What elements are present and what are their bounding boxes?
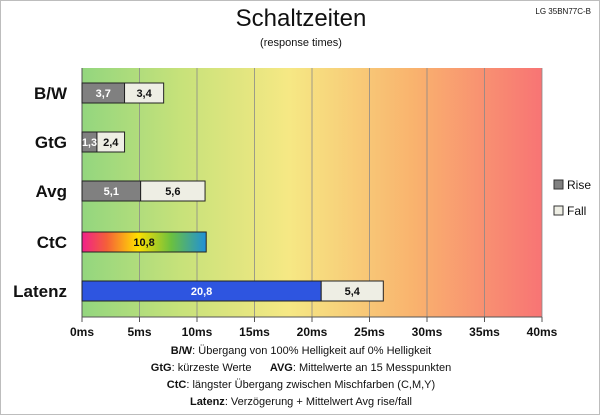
data-label-ctc: 10,8 xyxy=(133,237,154,249)
note-ctc: CtC: längster Übergang zwischen Mischfar… xyxy=(1,379,600,391)
category-label: B/W xyxy=(34,84,68,103)
note-latenz-text: : Verzögerung + Mittelwert Avg rise/fall xyxy=(224,396,413,408)
category-label: CtC xyxy=(37,233,67,252)
legend-label: Fall xyxy=(567,204,586,218)
bar-latenz-fall xyxy=(320,280,384,302)
note-gtg-avg: GtG: kürzeste Werte AVG: Mittelwerte an … xyxy=(1,362,600,374)
note-avg-text: : Mittelwerte an 15 Messpunkten xyxy=(292,362,452,374)
note-avg-key: AVG xyxy=(269,362,293,374)
legend-swatch xyxy=(553,179,564,190)
x-tick-label: 10ms xyxy=(182,325,213,339)
note-latenz: Latenz: Verzögerung + Mittelwert Avg ris… xyxy=(1,396,600,408)
note-gtg-text: : kürzeste Werte xyxy=(171,362,252,374)
chart-subtitle: (response times) xyxy=(260,37,342,49)
category-label: GtG xyxy=(35,133,67,152)
legend-label: Rise xyxy=(567,178,591,192)
x-tick-label: 20ms xyxy=(297,325,328,339)
x-tick-label: 0ms xyxy=(70,325,94,339)
bar-fall xyxy=(124,82,165,104)
bar-ctc xyxy=(81,231,207,253)
legend-swatch xyxy=(553,205,564,216)
x-tick-label: 15ms xyxy=(239,325,270,339)
x-tick-label: 5ms xyxy=(127,325,151,339)
note-bw-text: : Übergang von 100% Helligkeit auf 0% He… xyxy=(192,345,432,357)
data-label-rise: 5,1 xyxy=(104,186,119,198)
bar-fall xyxy=(96,131,126,153)
note-ctc-text: : längster Übergang zwischen Mischfarben… xyxy=(186,379,436,391)
category-label: Avg xyxy=(36,182,68,201)
note-ctc-key: CtC xyxy=(166,379,187,391)
note-bw: B/W: Übergang von 100% Helligkeit auf 0%… xyxy=(1,345,600,357)
data-label-fall: 2,4 xyxy=(103,137,119,149)
note-bw-key: B/W xyxy=(170,345,193,357)
note-gtg-key: GtG xyxy=(150,362,172,374)
x-tick-label: 40ms xyxy=(527,325,558,339)
bar-fall xyxy=(140,180,206,202)
data-label-latenz-delay: 20,8 xyxy=(191,286,212,298)
data-label-latenz-fall: 5,4 xyxy=(345,286,361,298)
chart-title: Schaltzeiten xyxy=(235,5,367,32)
x-tick-label: 25ms xyxy=(354,325,385,339)
category-label: Latenz xyxy=(13,282,67,301)
x-tick-label: 35ms xyxy=(469,325,500,339)
data-label-fall: 5,6 xyxy=(165,186,180,198)
model-label: LG 35BN77C-B xyxy=(535,7,591,16)
data-label-rise: 3,7 xyxy=(96,88,111,100)
data-label-rise: 1,3 xyxy=(82,137,97,149)
data-label-fall: 3,4 xyxy=(136,88,152,100)
note-latenz-key: Latenz xyxy=(189,396,225,408)
x-tick-label: 30ms xyxy=(412,325,443,339)
